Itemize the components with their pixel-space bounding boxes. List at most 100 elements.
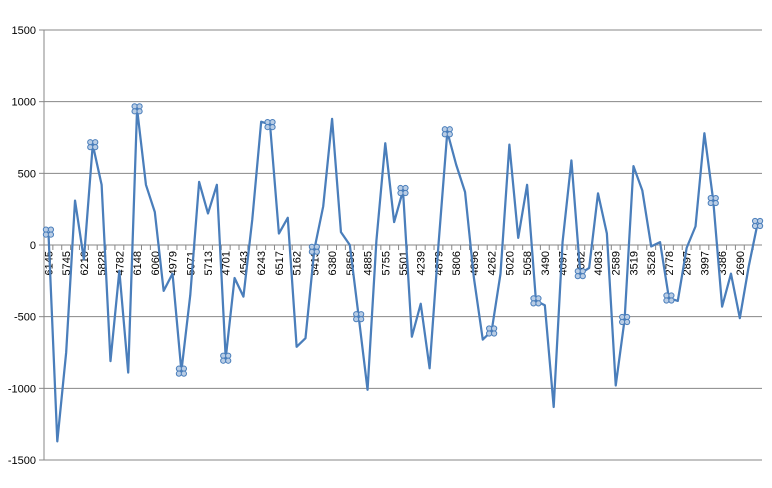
y-tick-label: 1000	[12, 97, 36, 109]
marker-lobe	[707, 194, 714, 202]
marker-lobe	[269, 119, 276, 126]
marker-lobe	[358, 311, 365, 318]
marker-lobe	[175, 370, 182, 377]
marker-lobe	[42, 231, 50, 238]
marker-lobe	[751, 222, 759, 230]
y-tick-label: 1500	[12, 25, 36, 37]
x-tick-label: 4262	[487, 251, 499, 275]
marker-lobe	[668, 297, 675, 304]
marker-lobe	[402, 184, 409, 192]
marker-lobe	[313, 248, 320, 255]
data-marker	[663, 292, 675, 304]
marker-lobe	[264, 124, 271, 131]
data-marker	[486, 325, 498, 337]
x-tick-label: 4885	[363, 251, 375, 275]
marker-lobe	[446, 131, 453, 138]
data-marker	[574, 268, 586, 280]
marker-lobe	[535, 300, 542, 307]
marker-lobe	[530, 295, 537, 302]
x-tick-label: 3528	[646, 251, 658, 275]
marker-lobe	[446, 126, 453, 133]
marker-lobe	[269, 124, 276, 131]
marker-lobe	[92, 144, 99, 151]
y-tick-label: -1500	[8, 455, 36, 467]
x-tick-label: 5020	[504, 251, 516, 275]
data-marker	[264, 119, 276, 131]
x-tick-label: 4782	[114, 251, 126, 275]
marker-lobe	[579, 273, 586, 280]
marker-lobe	[624, 318, 631, 326]
x-tick-label: 4083	[593, 251, 605, 275]
marker-lobe	[220, 352, 227, 359]
marker-lobe	[136, 108, 143, 115]
marker-lobe	[220, 357, 227, 364]
marker-lobe	[712, 199, 719, 207]
marker-lobe	[131, 103, 138, 110]
data-marker	[220, 352, 232, 364]
x-tick-label: 2690	[735, 251, 747, 275]
marker-lobe	[491, 330, 498, 337]
y-tick-label: 0	[30, 240, 36, 252]
marker-lobe	[441, 126, 448, 133]
marker-lobe	[530, 300, 537, 307]
data-marker	[441, 126, 453, 138]
marker-lobe	[668, 292, 675, 299]
x-tick-label: 6517	[274, 251, 286, 275]
data-marker	[751, 217, 764, 230]
marker-lobe	[579, 268, 586, 275]
marker-lobe	[574, 268, 581, 275]
marker-lobe	[47, 231, 55, 238]
series-line	[47, 107, 759, 443]
marker-lobe	[225, 357, 232, 364]
marker-lobe	[402, 189, 409, 197]
marker-lobe	[441, 131, 448, 138]
data-marker	[131, 103, 143, 115]
x-tick-label: 4239	[416, 251, 428, 275]
data-marker	[353, 311, 365, 323]
marker-lobe	[353, 311, 360, 318]
x-tick-label: 5755	[380, 251, 392, 275]
marker-lobe	[180, 370, 187, 377]
marker-lobe	[491, 325, 498, 332]
marker-lobe	[87, 144, 94, 151]
marker-lobe	[397, 189, 404, 197]
marker-lobe	[308, 243, 315, 250]
data-marker	[308, 243, 320, 255]
marker-lobe	[87, 139, 94, 146]
marker-lobe	[756, 217, 764, 225]
data-marker	[707, 194, 719, 207]
marker-lobe	[624, 313, 631, 321]
marker-lobe	[535, 295, 542, 302]
marker-lobe	[47, 226, 55, 233]
data-marker	[175, 365, 187, 377]
data-marker	[87, 139, 99, 151]
y-tick-label: -500	[14, 312, 36, 324]
marker-lobe	[180, 365, 187, 372]
marker-lobe	[264, 119, 271, 126]
x-tick-label: 6243	[256, 251, 268, 275]
x-tick-label: 5058	[522, 251, 534, 275]
marker-lobe	[707, 199, 714, 207]
marker-lobe	[486, 330, 493, 337]
x-tick-label: 4701	[221, 251, 233, 275]
x-tick-label: 6380	[327, 251, 339, 275]
marker-lobe	[751, 217, 759, 225]
x-tick-label: 3997	[699, 251, 711, 275]
marker-lobe	[619, 313, 626, 321]
marker-lobe	[574, 273, 581, 280]
y-tick-label: -1000	[8, 383, 36, 395]
marker-lobe	[756, 222, 764, 230]
marker-lobe	[225, 352, 232, 359]
x-tick-label: 6148	[132, 251, 144, 275]
marker-lobe	[131, 108, 138, 115]
marker-lobe	[619, 318, 626, 326]
marker-lobe	[42, 226, 50, 233]
marker-lobe	[308, 248, 315, 255]
marker-lobe	[313, 243, 320, 250]
x-tick-label: 5713	[203, 251, 215, 275]
marker-lobe	[663, 292, 670, 299]
marker-lobe	[358, 316, 365, 323]
x-tick-label: 3490	[540, 251, 552, 275]
x-tick-label: 2589	[611, 251, 623, 275]
